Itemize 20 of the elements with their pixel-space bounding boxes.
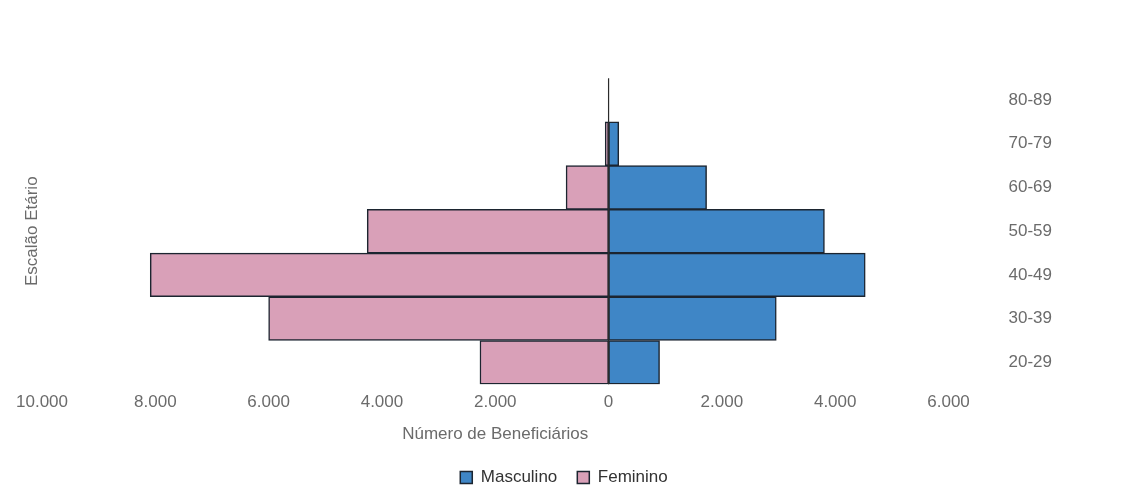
y-axis-title: Escalão Etário — [21, 176, 41, 287]
x-axis-title: Número de Beneficiários — [402, 424, 589, 444]
x-tick-label: 4.000 — [360, 392, 404, 412]
x-tick-label: 10.000 — [16, 392, 68, 412]
x-tick-label: 2.000 — [700, 392, 744, 412]
y-tick-label: 30-39 — [1008, 308, 1052, 328]
legend-label: Feminino — [597, 467, 668, 487]
y-tick-label: 80-89 — [1008, 89, 1052, 109]
x-tick-label: 6.000 — [927, 392, 970, 412]
y-tick-label: 70-79 — [1008, 133, 1052, 153]
legend-label: Masculino — [480, 467, 558, 487]
x-tick-label: 6.000 — [247, 392, 290, 412]
x-tick-label: 8.000 — [134, 392, 177, 412]
y-tick-label: 50-59 — [1008, 220, 1052, 240]
x-tick-label: 4.000 — [813, 392, 857, 412]
y-tick-label: 60-69 — [1008, 177, 1052, 197]
x-tick-label: 0 — [603, 392, 614, 412]
x-tick-label: 2.000 — [473, 392, 517, 412]
y-tick-label: 40-49 — [1008, 264, 1052, 284]
y-tick-label: 20-29 — [1008, 352, 1052, 372]
